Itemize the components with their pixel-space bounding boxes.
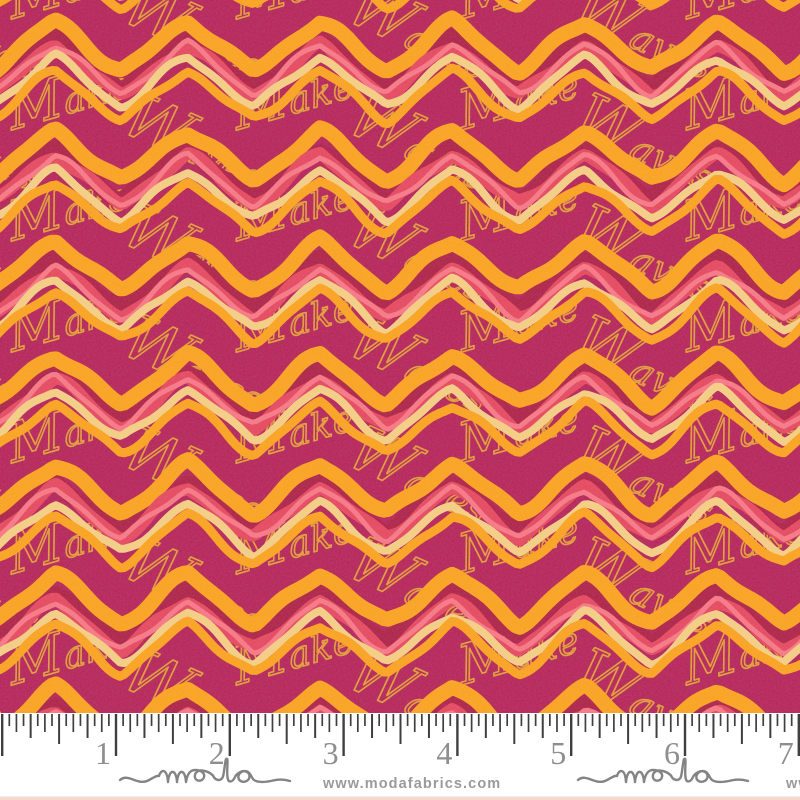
ruler-numbers: 1 2 3 4 5 6 7 <box>95 735 794 771</box>
ruler-number: 6 <box>664 735 680 771</box>
ruler-number: 3 <box>323 735 339 771</box>
ruler-ticks <box>1 714 800 756</box>
website-url: www.modafabrics.com <box>785 776 800 792</box>
selvage-strip: moda www.modafabrics.com moda www.modafa… <box>118 757 800 792</box>
fabric-edge-strip <box>0 796 800 800</box>
ruler-number: 5 <box>550 735 566 771</box>
ruler-number: 2 <box>209 735 225 771</box>
website-url: www.modafabrics.com <box>322 776 501 792</box>
inch-ruler: 1 2 3 4 5 6 7 <box>0 713 800 797</box>
fabric-weave-texture <box>0 0 800 713</box>
ruler-number: 4 <box>436 735 452 771</box>
ruler-number: 7 <box>778 735 794 771</box>
ruler-number: 1 <box>95 735 111 771</box>
